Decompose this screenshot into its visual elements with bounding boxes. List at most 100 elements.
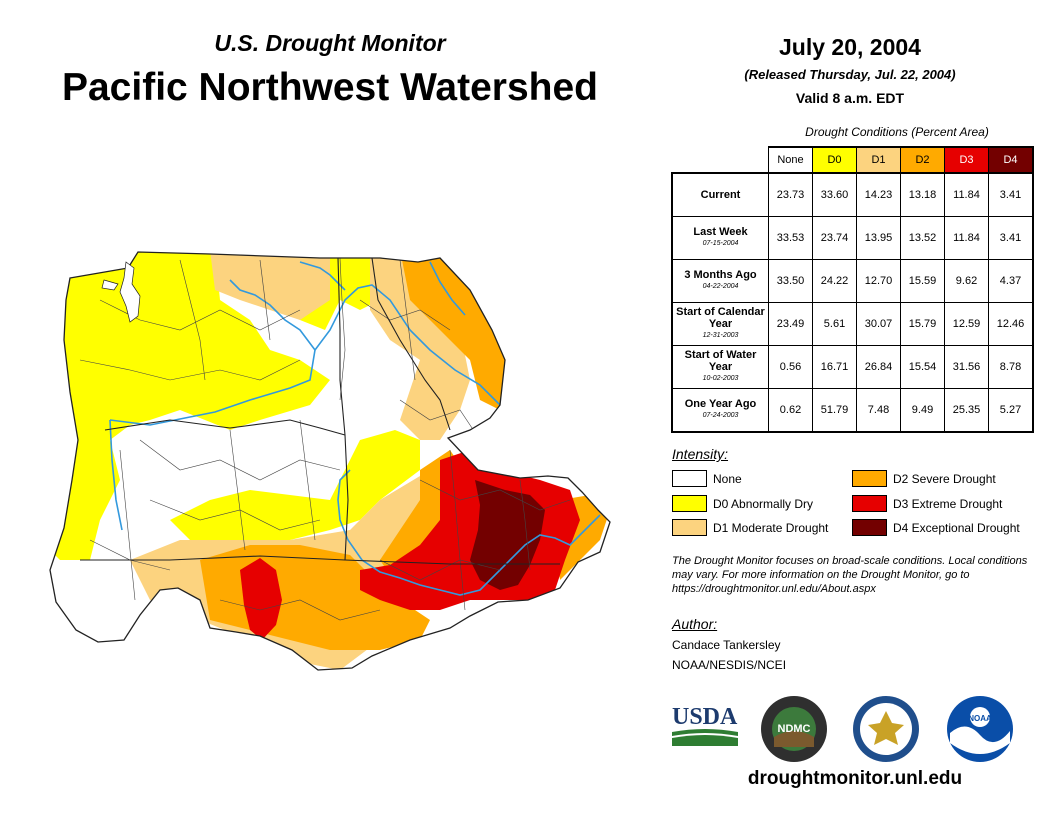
legend-label: D4 Exceptional Drought bbox=[893, 520, 1020, 535]
legend-label: D3 Extreme Drought bbox=[893, 496, 1003, 511]
drought-stats-table: None D0 D1 D2 D3 D4 Current 23.73 33.60 … bbox=[671, 146, 1034, 433]
cell-value: 30.07 bbox=[856, 302, 901, 346]
table-row-start-calendar-year: Start of Calendar Year 12-31-2003 23.49 5… bbox=[671, 302, 1034, 346]
cell-value: 23.49 bbox=[768, 302, 813, 346]
cell-value: 9.62 bbox=[944, 259, 989, 303]
washington-oregon-border bbox=[104, 419, 346, 436]
cell-value: 5.61 bbox=[812, 302, 857, 346]
col-d0: D0 bbox=[812, 146, 857, 174]
doc-seal-logo bbox=[853, 696, 919, 762]
row-label: Start of Water Year 10-02-2003 bbox=[671, 345, 769, 389]
table-row-one-year-ago: One Year Ago 07-24-2003 0.62 51.79 7.48 9… bbox=[671, 388, 1034, 433]
legend-swatch bbox=[672, 470, 707, 487]
row-label: Start of Calendar Year 12-31-2003 bbox=[671, 302, 769, 346]
table-corner bbox=[672, 147, 769, 173]
cell-value: 7.48 bbox=[856, 388, 901, 433]
d1-area-east bbox=[370, 252, 470, 440]
cell-value: 12.59 bbox=[944, 302, 989, 346]
cell-value: 12.46 bbox=[988, 302, 1034, 346]
svg-text:USDA: USDA bbox=[672, 704, 738, 730]
cell-value: 25.35 bbox=[944, 388, 989, 433]
col-d3: D3 bbox=[944, 146, 989, 174]
release-date: (Released Thursday, Jul. 22, 2004) bbox=[744, 67, 956, 82]
snake-river bbox=[337, 469, 601, 596]
col-none: None bbox=[768, 146, 813, 174]
cell-value: 31.56 bbox=[944, 345, 989, 389]
cell-value: 14.23 bbox=[856, 172, 901, 217]
legend-item-none: None bbox=[672, 470, 742, 487]
region-outline bbox=[49, 251, 611, 671]
legend-swatch bbox=[672, 519, 707, 536]
cell-value: 33.53 bbox=[768, 216, 813, 260]
legend-swatch bbox=[852, 519, 887, 536]
legend-swatch bbox=[672, 495, 707, 512]
author-heading: Author: bbox=[672, 616, 718, 632]
table-row-current: Current 23.73 33.60 14.23 13.18 11.84 3.… bbox=[671, 172, 1034, 217]
legend-item-d4: D4 Exceptional Drought bbox=[852, 519, 1020, 536]
d4-area bbox=[470, 480, 545, 590]
willamette-river bbox=[109, 419, 123, 531]
drought-map bbox=[49, 251, 611, 671]
d3-area-west bbox=[240, 558, 282, 640]
map-title: Pacific Northwest Watershed bbox=[61, 66, 599, 109]
cell-value: 23.73 bbox=[768, 172, 813, 217]
col-d4: D4 bbox=[988, 146, 1034, 174]
cell-value: 15.59 bbox=[900, 259, 945, 303]
river-north bbox=[299, 261, 346, 291]
cell-value: 15.79 bbox=[900, 302, 945, 346]
cell-value: 13.95 bbox=[856, 216, 901, 260]
table-caption: Drought Conditions (Percent Area) bbox=[805, 125, 989, 139]
cell-value: 13.52 bbox=[900, 216, 945, 260]
cell-value: 26.84 bbox=[856, 345, 901, 389]
table-row-3-months-ago: 3 Months Ago 04-22-2004 33.50 24.22 12.70… bbox=[671, 259, 1034, 303]
legend-item-d3: D3 Extreme Drought bbox=[852, 495, 1002, 512]
website-url[interactable]: droughtmonitor.unl.edu bbox=[747, 768, 963, 789]
cell-value: 8.78 bbox=[988, 345, 1034, 389]
ndmc-logo: NDMC bbox=[761, 696, 827, 762]
cell-value: 9.49 bbox=[900, 388, 945, 433]
usda-logo: USDA bbox=[672, 704, 738, 746]
d2-area-northeast bbox=[400, 252, 510, 410]
legend-item-d1: D1 Moderate Drought bbox=[672, 519, 828, 536]
d1-area-north bbox=[210, 252, 330, 320]
cell-value: 12.70 bbox=[856, 259, 901, 303]
row-label: Last Week 07-15-2004 bbox=[671, 216, 769, 260]
cell-value: 24.22 bbox=[812, 259, 857, 303]
cell-value: 11.84 bbox=[944, 172, 989, 217]
cell-value: 0.56 bbox=[768, 345, 813, 389]
legend-label: None bbox=[713, 471, 742, 486]
map-date: July 20, 2004 bbox=[779, 34, 921, 60]
columbia-upper bbox=[314, 284, 501, 406]
idaho-montana-border bbox=[371, 257, 451, 431]
disclaimer-note: The Drought Monitor focuses on broad-sca… bbox=[672, 555, 1028, 595]
valid-time: Valid 8 a.m. EDT bbox=[795, 90, 905, 106]
row-label: 3 Months Ago 04-22-2004 bbox=[671, 259, 769, 303]
author-org: NOAA/NESDIS/NCEI bbox=[672, 658, 787, 672]
basin-boundaries bbox=[79, 257, 571, 621]
d0-area-south bbox=[170, 430, 420, 540]
cell-value: 4.37 bbox=[988, 259, 1034, 303]
cell-value: 0.62 bbox=[768, 388, 813, 433]
puget-sound bbox=[101, 261, 141, 323]
row-label: Current bbox=[671, 172, 769, 217]
table-header-row: None D0 D1 D2 D3 D4 bbox=[672, 146, 1034, 174]
col-d1: D1 bbox=[856, 146, 901, 174]
river-northeast bbox=[429, 261, 466, 316]
legend-heading: Intensity: bbox=[672, 446, 729, 462]
table-row-start-water-year: Start of Water Year 10-02-2003 0.56 16.71… bbox=[671, 345, 1034, 389]
rivers bbox=[109, 261, 601, 596]
oregon-idaho-border bbox=[344, 434, 349, 561]
legend-label: D0 Abnormally Dry bbox=[713, 496, 814, 511]
legend-swatch bbox=[852, 495, 887, 512]
svg-text:NDMC: NDMC bbox=[778, 723, 811, 735]
cell-value: 16.71 bbox=[812, 345, 857, 389]
cell-value: 13.18 bbox=[900, 172, 945, 217]
cell-value: 11.84 bbox=[944, 216, 989, 260]
d0-area-west bbox=[50, 252, 330, 560]
cell-value: 3.41 bbox=[988, 216, 1034, 260]
legend-item-d0: D0 Abnormally Dry bbox=[672, 495, 813, 512]
author-name: Candace Tankersley bbox=[672, 638, 781, 652]
state-boundaries bbox=[80, 257, 560, 565]
southern-state-border bbox=[80, 555, 560, 565]
legend-label: D2 Severe Drought bbox=[893, 471, 996, 486]
